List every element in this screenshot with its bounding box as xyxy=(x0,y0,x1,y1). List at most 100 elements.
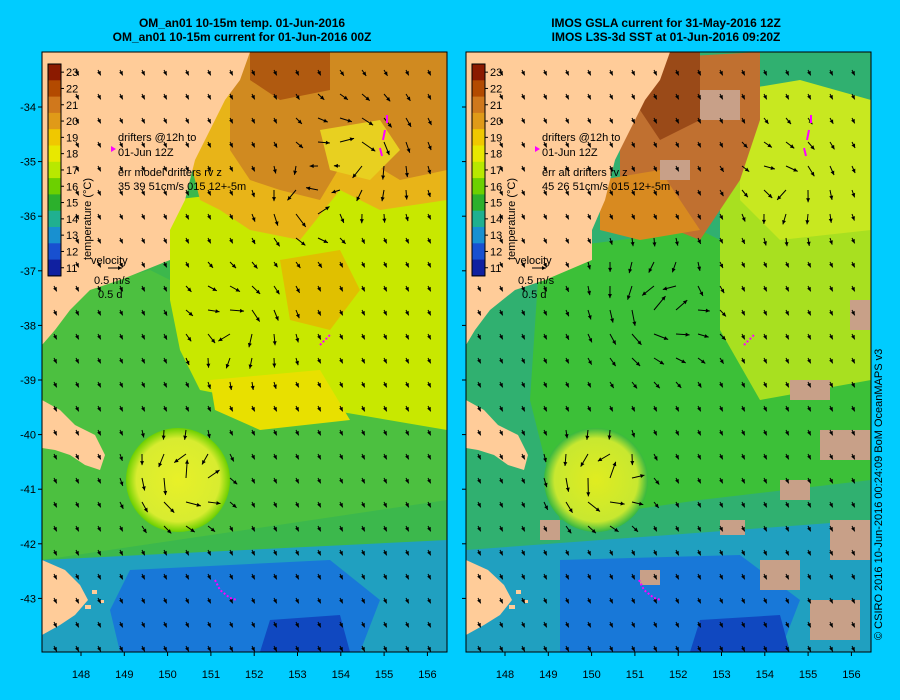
right-velocity-vectors xyxy=(477,69,856,652)
velocity-arrowhead xyxy=(97,550,101,556)
velocity-arrowhead xyxy=(588,337,593,343)
velocity-arrowhead xyxy=(383,574,387,580)
velocity-arrowhead xyxy=(251,142,255,148)
velocity-arrowhead xyxy=(829,334,833,340)
velocity-arrowhead xyxy=(53,502,57,508)
velocity-arrowhead xyxy=(427,622,431,628)
velocity-arrowhead xyxy=(404,216,409,222)
velocity-arrowhead xyxy=(587,190,591,196)
velocity-arrowhead xyxy=(53,382,57,388)
velocity-arrowhead xyxy=(383,646,387,652)
velocity-arrowhead xyxy=(565,190,569,196)
velocity-arrowhead xyxy=(697,646,701,652)
velocity-arrowhead xyxy=(565,646,569,652)
velocity-arrowhead xyxy=(215,309,220,314)
velocity-arrowhead xyxy=(339,286,343,292)
velocity-arrowhead xyxy=(741,502,745,508)
velocity-arrowhead xyxy=(743,143,748,148)
velocity-arrowhead xyxy=(235,287,241,292)
velocity-arrowhead xyxy=(807,526,811,532)
velocity-arrowhead xyxy=(163,118,167,124)
velocity-arrowhead xyxy=(807,430,811,436)
velocity-arrowhead xyxy=(297,119,302,124)
colorbar-tick-label: 22 xyxy=(490,83,502,95)
velocity-arrowhead xyxy=(719,359,724,364)
velocity-arrowhead xyxy=(631,598,635,604)
colorbar-tick-label: 14 xyxy=(66,214,78,226)
velocity-arrowhead xyxy=(829,550,833,556)
velocity-arrowhead xyxy=(407,122,412,127)
colorbar-tick-label: 13 xyxy=(66,230,78,242)
velocity-arrowhead xyxy=(785,550,789,556)
velocity-arrowhead xyxy=(851,334,855,340)
colorbar-swatch xyxy=(472,161,485,179)
colorbar-tick-label: 19 xyxy=(66,132,78,144)
velocity-arrowhead xyxy=(807,598,811,604)
velocity-arrowhead xyxy=(697,430,701,436)
velocity-arrowhead xyxy=(295,574,299,580)
velocity-arrowhead xyxy=(608,267,613,272)
velocity-arrowhead xyxy=(75,646,79,652)
velocity-arrowhead xyxy=(163,262,167,268)
velocity-arrowhead xyxy=(361,406,365,412)
velocity-arrowhead xyxy=(785,574,789,580)
velocity-arrowhead xyxy=(163,382,167,388)
velocity-arrowhead xyxy=(383,358,387,364)
right-velocity-label: velocity xyxy=(515,255,552,267)
longitude-tick-label: 149 xyxy=(115,669,133,681)
velocity-arrowhead xyxy=(295,502,299,508)
velocity-arrowhead xyxy=(141,358,145,364)
velocity-arrowhead xyxy=(317,598,321,604)
velocity-arrowhead xyxy=(697,166,701,172)
velocity-arrowhead xyxy=(659,360,665,365)
velocity-arrowhead xyxy=(764,119,769,124)
velocity-arrowhead xyxy=(851,502,855,508)
velocity-arrowhead xyxy=(53,478,57,484)
velocity-arrowhead xyxy=(185,118,189,124)
velocity-arrowhead xyxy=(829,358,833,364)
velocity-arrowhead xyxy=(119,286,123,292)
velocity-arrowhead xyxy=(675,598,679,604)
velocity-arrowhead xyxy=(53,526,57,532)
velocity-arrowhead xyxy=(609,598,613,604)
velocity-arrowhead xyxy=(631,70,635,76)
velocity-arrowhead xyxy=(521,214,525,220)
velocity-arrowhead xyxy=(543,334,547,340)
velocity-arrowhead xyxy=(631,214,635,220)
velocity-arrowhead xyxy=(339,478,343,484)
velocity-arrowhead xyxy=(75,382,79,388)
velocity-arrowhead xyxy=(697,214,701,220)
velocity-arrowhead xyxy=(655,480,660,485)
velocity-arrowhead xyxy=(741,646,745,652)
velocity-arrowhead xyxy=(499,214,503,220)
velocity-arrowhead xyxy=(405,574,409,580)
credit-text: © CSIRO 2016 10-Jun-2016 00:24:09 BoM Oc… xyxy=(873,348,885,640)
velocity-arrowhead xyxy=(851,478,855,484)
velocity-arrowhead xyxy=(807,382,811,388)
velocity-arrowhead xyxy=(477,358,481,364)
velocity-arrowhead xyxy=(587,360,592,365)
velocity-arrowhead xyxy=(119,214,123,220)
velocity-arrowhead xyxy=(675,454,679,460)
velocity-arrowhead xyxy=(405,598,409,604)
velocity-arrowhead xyxy=(719,526,723,532)
velocity-arrowhead xyxy=(163,238,167,244)
velocity-arrowhead xyxy=(741,430,745,436)
velocity-arrowhead xyxy=(477,526,481,532)
velocity-arrowhead xyxy=(383,238,387,244)
velocity-arrowhead xyxy=(741,118,745,124)
velocity-arrowhead xyxy=(251,550,255,556)
velocity-arrowhead xyxy=(141,94,145,100)
velocity-arrowhead xyxy=(239,308,245,313)
velocity-arrowhead xyxy=(807,646,811,652)
left-drifter-legend-marker xyxy=(111,146,116,152)
velocity-arrowhead xyxy=(829,646,833,652)
velocity-arrowhead xyxy=(251,598,255,604)
velocity-arrowhead xyxy=(829,478,833,484)
latitude-tick-label: -39 xyxy=(20,375,36,387)
velocity-arrowhead xyxy=(382,218,387,223)
velocity-arrowhead xyxy=(699,291,703,296)
velocity-arrowhead xyxy=(521,550,525,556)
velocity-arrowhead xyxy=(251,70,255,76)
velocity-arrowhead xyxy=(405,622,409,628)
